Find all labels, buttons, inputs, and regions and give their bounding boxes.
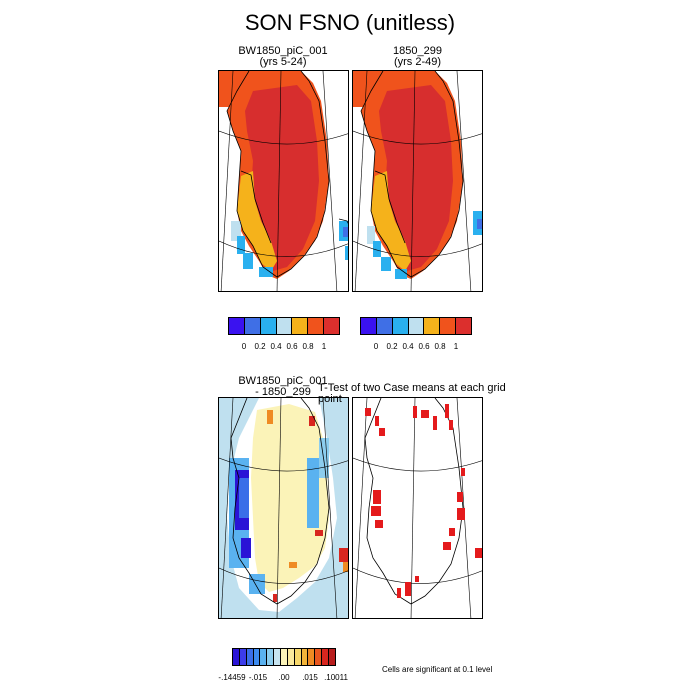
panel-tr-years: (yrs 2-49) <box>393 56 442 68</box>
colorbar-swatch <box>274 649 282 665</box>
map-panel-bottom-left <box>218 397 349 619</box>
figure-title: SON FSNO (unitless) <box>244 10 456 35</box>
colorbar-swatch <box>260 649 268 665</box>
colorbar-tick-label: 0.4 <box>402 342 414 351</box>
colorbar-swatch <box>456 318 472 334</box>
colorbar-top-left-swatches <box>228 317 340 335</box>
colorbar-tick-label: 1 <box>321 342 327 351</box>
colorbar-swatch <box>308 318 325 334</box>
colorbar-bottom <box>232 648 336 666</box>
colorbar-tick-label: 1 <box>453 342 459 351</box>
colorbar-top-right-swatches <box>360 317 472 335</box>
colorbar-swatch <box>260 318 277 334</box>
colorbar-top-left <box>228 317 340 335</box>
colorbar-tick-label: 0.8 <box>302 342 314 351</box>
panel-tr-case-name: 1850_299 <box>393 45 442 57</box>
panel-tl-label: BW1850_piC_001 (yrs 5-24) <box>218 46 348 68</box>
difference-map <box>219 398 348 618</box>
panel-bl-label: BW1850_piC_001 - 1850_299 <box>218 376 348 398</box>
colorbar-swatch <box>281 649 288 665</box>
colorbar-tick-label: 0.8 <box>434 342 446 351</box>
colorbar-swatch <box>408 318 425 334</box>
colorbar-swatch <box>424 318 441 334</box>
colorbar-swatch <box>229 318 245 334</box>
colorbar-tick-label: 0.2 <box>386 342 398 351</box>
colorbar-swatch <box>376 318 393 334</box>
colorbar-swatch <box>292 318 309 334</box>
colorbar-swatch <box>253 649 261 665</box>
colorbar-tick-label: 0.2 <box>254 342 266 351</box>
colorbar-swatch <box>308 649 316 665</box>
colorbar-swatch <box>244 318 261 334</box>
colorbar-tick-label: 0.4 <box>270 342 282 351</box>
colorbar-swatch <box>361 318 377 334</box>
colorbar-tick-label: -.015 <box>248 673 268 682</box>
colorbar-top-left-ticks: 0 0.2 0.4 0.6 0.8 1 <box>228 342 340 354</box>
colorbar-swatch <box>329 649 335 665</box>
map-panel-bottom-right <box>352 397 483 619</box>
greenland-snow-map-top-right <box>353 71 482 291</box>
colorbar-swatch <box>392 318 409 334</box>
colorbar-tick-label: 0 <box>373 342 379 351</box>
colorbar-swatch <box>267 649 275 665</box>
colorbar-tick-label: -.14459 <box>218 673 246 682</box>
colorbar-bottom-ticks: -.14459 -.015 .00 .015 .10011 <box>218 673 348 685</box>
panel-bl-case-name: BW1850_piC_001 <box>238 375 328 387</box>
significance-map <box>353 398 482 618</box>
panel-tl-years: (yrs 5-24) <box>259 56 307 68</box>
colorbar-swatch <box>440 318 457 334</box>
colorbar-swatch <box>246 649 254 665</box>
panel-br-title: T-Test of two Case means at each grid po… <box>318 382 506 405</box>
panel-bl-difference: - 1850_299 <box>255 386 311 398</box>
colorbar-swatch <box>276 318 293 334</box>
colorbar-swatch <box>301 649 309 665</box>
colorbar-swatch <box>315 649 323 665</box>
colorbar-swatch <box>233 649 240 665</box>
colorbar-swatch <box>322 649 330 665</box>
panel-tl-case-name: BW1850_piC_001 <box>238 45 328 57</box>
panel-tr-label: 1850_299 (yrs 2-49) <box>352 46 483 68</box>
colorbar-bottom-swatches <box>232 648 336 666</box>
colorbar-tick-label: 0.6 <box>418 342 430 351</box>
colorbar-tick-label: .015 <box>302 673 318 682</box>
colorbar-tick-label: .00 <box>278 673 290 682</box>
colorbar-tick-label: 0 <box>241 342 247 351</box>
colorbar-swatch <box>294 649 302 665</box>
greenland-snow-map-top-left <box>219 71 348 291</box>
colorbar-swatch <box>324 318 340 334</box>
map-panel-top-right <box>352 70 483 292</box>
colorbar-top-right-ticks: 0 0.2 0.4 0.6 0.8 1 <box>360 342 472 354</box>
significance-note: Cells are significant at 0.1 level <box>382 665 493 674</box>
colorbar-swatch <box>239 649 247 665</box>
colorbar-top-right <box>360 317 472 335</box>
map-panel-top-left <box>218 70 349 292</box>
colorbar-tick-label: 0.6 <box>286 342 298 351</box>
colorbar-swatch <box>287 649 295 665</box>
colorbar-tick-label: .10011 <box>324 673 348 682</box>
